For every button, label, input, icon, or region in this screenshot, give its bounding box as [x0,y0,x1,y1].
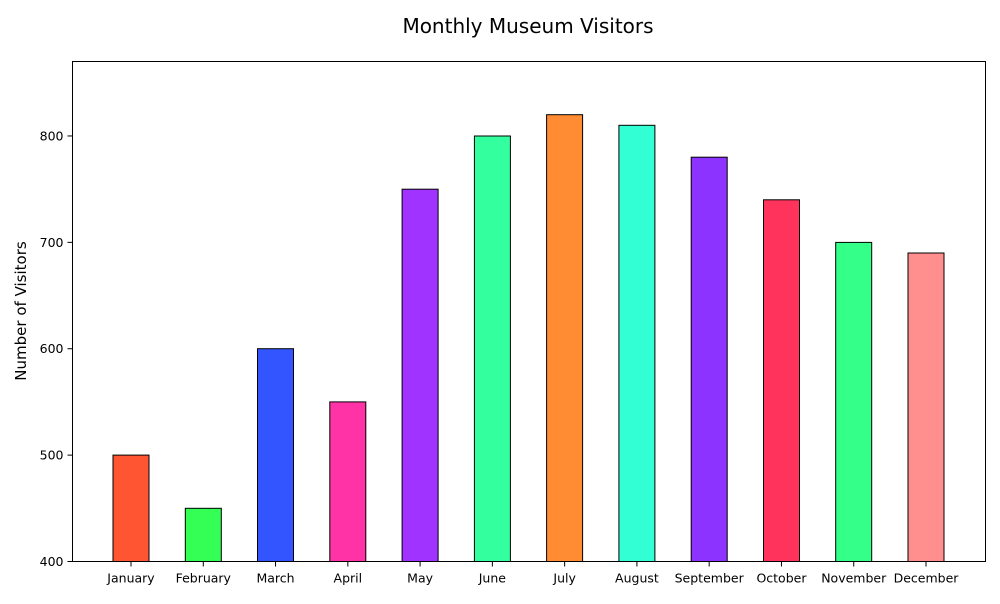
y-tick-label: 700 [40,235,64,250]
bar-august [618,124,656,563]
x-tick-label-july: July [552,571,576,586]
bar-february [184,507,222,562]
bar-march [257,348,294,563]
plot-frame [72,61,986,562]
chart-title: Monthly Museum Visitors [402,14,653,38]
x-tick-label-march: March [256,571,294,586]
y-axis: 400 500 600 700 800 [40,128,73,569]
bar-october [763,199,800,563]
x-tick-label-january: January [106,571,155,586]
y-tick-label: 500 [40,448,64,463]
x-tick-label-june: June [478,571,507,586]
bar-september [690,156,728,562]
y-tick-label: 400 [40,554,64,569]
x-tick-label-august: August [615,571,659,586]
bar-june [473,135,511,562]
bar-may [401,188,439,562]
bar-january [112,454,150,563]
x-tick-label-april: April [334,571,363,586]
bars-group [112,114,945,563]
x-tick-label-november: November [821,571,887,586]
bar-april [329,401,367,562]
bar-december [907,252,945,562]
x-tick-label-may: May [407,571,433,586]
x-tick-label-september: September [675,571,745,586]
y-axis-label: Number of Visitors [12,241,30,381]
x-tick-label-october: October [756,571,807,586]
x-axis: January February March April May June July Augu… [106,561,960,586]
y-tick-label: 600 [40,341,64,356]
x-tick-label-february: February [176,571,232,586]
x-tick-label-december: December [894,571,960,586]
bar-july [546,114,584,562]
y-tick-label: 800 [40,128,64,143]
bar-november [835,241,873,562]
